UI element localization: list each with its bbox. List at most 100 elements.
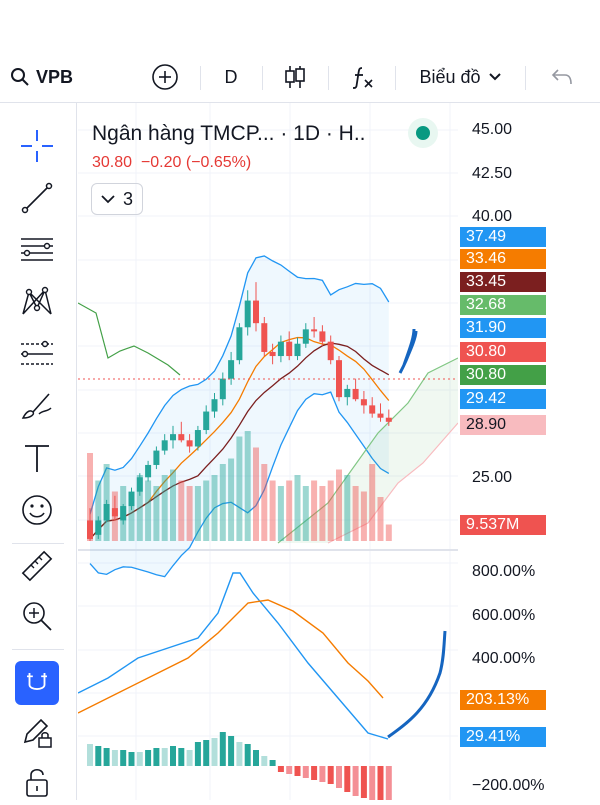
top-toolbar: VPB D Biểu đồ xyxy=(0,52,600,103)
candle-body xyxy=(344,388,351,398)
volume-bar xyxy=(228,458,235,541)
magnet-icon xyxy=(27,673,47,690)
histogram-bar xyxy=(385,766,392,800)
undo-button[interactable] xyxy=(545,52,579,102)
series-title[interactable]: Ngân hàng TMCP... · 1D · H.. xyxy=(92,122,366,145)
indicator-count: 3 xyxy=(122,188,133,209)
axis-label: 45.00 xyxy=(472,121,513,138)
volume-bar xyxy=(352,486,359,541)
lock-tool[interactable] xyxy=(14,759,60,805)
magnet-tool[interactable] xyxy=(15,661,59,705)
symbol-search-button[interactable]: VPB xyxy=(10,52,80,102)
chart-menu-button[interactable]: Biểu đồ xyxy=(410,52,510,102)
pencil-lock-icon xyxy=(23,718,52,748)
histogram-bar xyxy=(253,750,259,766)
divider xyxy=(262,66,263,90)
divider xyxy=(12,543,64,544)
compare-add-button[interactable] xyxy=(145,52,185,102)
chart-type-button[interactable] xyxy=(278,52,312,102)
axis-label: 40.00 xyxy=(472,208,513,225)
price-tag: 30.80 xyxy=(460,365,546,385)
histogram-bar xyxy=(153,748,160,766)
candle-body xyxy=(194,430,201,447)
ruler-tool[interactable] xyxy=(14,543,60,589)
crosshair-tool[interactable] xyxy=(14,123,60,169)
histogram-bar xyxy=(327,766,334,784)
forecast-tool[interactable] xyxy=(14,331,60,377)
histogram-bar xyxy=(228,736,235,766)
histogram-bar xyxy=(277,766,284,772)
emoji-tool[interactable] xyxy=(14,487,60,533)
ma-dark-red-line xyxy=(89,342,390,540)
candle-body xyxy=(236,327,243,361)
histogram-bar xyxy=(294,766,301,776)
interval-button[interactable]: D xyxy=(214,52,248,102)
price-change-readout: 30.80 −0.20 (−0.65%) xyxy=(92,154,251,172)
volume-bar xyxy=(327,480,334,541)
candle-body xyxy=(145,464,152,478)
volume-bar xyxy=(203,480,210,541)
histogram-bar xyxy=(170,746,176,766)
candle-body xyxy=(294,343,301,357)
candle-body xyxy=(103,504,110,521)
histogram-bar xyxy=(236,742,243,766)
histogram-bar xyxy=(203,740,210,766)
candle-body xyxy=(136,477,143,492)
change-value: −0.20 (−0.65%) xyxy=(140,154,252,171)
histogram-bar xyxy=(161,748,168,766)
indicators-button[interactable] xyxy=(345,52,379,102)
lock-drawings-tool[interactable] xyxy=(14,709,60,755)
histogram-bar xyxy=(194,742,201,766)
volume-bar xyxy=(360,491,367,541)
symbol-label: VPB xyxy=(36,66,74,87)
volume-bar xyxy=(145,480,152,541)
candle-body xyxy=(178,434,185,441)
fib-tool[interactable] xyxy=(14,227,60,273)
histogram-bar xyxy=(87,744,93,766)
cloud-span-a xyxy=(277,357,458,544)
chart-area[interactable] xyxy=(78,103,458,800)
volume-bar xyxy=(219,464,226,541)
last-price: 30.80 xyxy=(92,154,133,171)
volume-bar xyxy=(319,486,326,541)
forecast-icon xyxy=(21,340,53,365)
price-tag: 31.90 xyxy=(460,318,546,338)
histogram-bar xyxy=(269,760,276,766)
trend-line-tool[interactable] xyxy=(14,175,60,221)
candle-body xyxy=(360,399,367,406)
volume-bar xyxy=(236,436,243,541)
candle-body xyxy=(311,329,318,332)
market-status-indicator[interactable] xyxy=(408,118,438,148)
volume-bar xyxy=(336,469,342,541)
volume-bar xyxy=(178,480,185,541)
indicators-collapse-button[interactable]: 3 xyxy=(91,183,143,215)
histogram-bar xyxy=(302,766,309,778)
pattern-tool[interactable] xyxy=(14,279,60,325)
candle-body xyxy=(87,520,93,539)
plus-circle-icon xyxy=(152,64,178,90)
volume-bar xyxy=(302,486,309,541)
volume-bar xyxy=(277,486,284,541)
axis-label: 800.00% xyxy=(472,563,536,580)
function-icon xyxy=(352,67,373,89)
candle-body xyxy=(219,378,226,400)
price-tag: 33.45 xyxy=(460,272,546,292)
pattern-icon xyxy=(22,286,52,315)
candle-body xyxy=(128,491,135,507)
volume-bar xyxy=(369,464,376,541)
zoom-tool[interactable] xyxy=(14,593,60,639)
price-tag: 30.80 xyxy=(460,342,546,362)
price-tag: 37.49 xyxy=(460,227,546,247)
price-axis[interactable]: 45.00 42.50 40.00 25.00 800.00% 600.00% … xyxy=(460,103,600,800)
volume-bar xyxy=(344,475,351,541)
brush-tool[interactable] xyxy=(14,383,60,429)
volume-bar xyxy=(377,497,384,541)
smiley-icon xyxy=(22,495,52,525)
volume-bar xyxy=(311,480,318,541)
candle-body xyxy=(277,341,284,357)
histogram-bar xyxy=(186,750,193,766)
volume-bar xyxy=(194,486,201,541)
text-tool[interactable] xyxy=(14,435,60,481)
candle-body xyxy=(327,341,334,361)
axis-label: 400.00% xyxy=(472,650,536,667)
